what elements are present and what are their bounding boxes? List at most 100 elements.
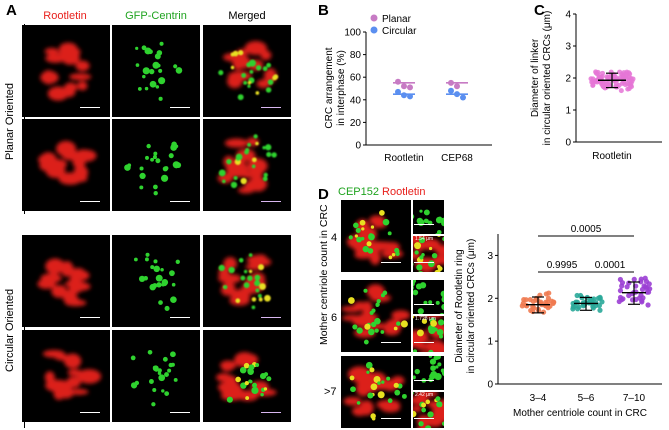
data-point: [605, 75, 611, 81]
x-tick-label: 7–10: [623, 393, 646, 404]
data-point: [576, 304, 582, 310]
scale-bar: [261, 412, 281, 413]
y-tick-label: 1: [565, 106, 571, 117]
data-point: [521, 297, 527, 303]
header-d: CEP152 Rootletin: [338, 186, 425, 198]
data-point: [624, 284, 630, 290]
y-axis-label: Diameter of linkerin circular oriented C…: [530, 11, 553, 146]
legend-marker: [370, 14, 378, 22]
data-point: [641, 283, 647, 289]
micrograph-d-main-1: [341, 200, 411, 272]
data-point: [617, 288, 624, 294]
side-label-d: Mother centriole count in CRC: [318, 204, 330, 345]
data-point: [590, 82, 596, 88]
data-point: [642, 275, 648, 281]
scale-bar: [80, 317, 100, 318]
data-point: [626, 74, 632, 80]
scale-bar: [170, 317, 190, 318]
x-tick-label: Rootletin: [384, 153, 423, 164]
data-point: [540, 309, 547, 315]
scale-bar: [414, 224, 434, 225]
y-tick-label: 60: [350, 73, 362, 84]
legend-label: Circular: [382, 26, 417, 37]
chart-c: 0 1 2 3 4 Rootletin Diameter of linkerin circu…: [530, 10, 662, 162]
inset-measurement: 2.42 μm: [415, 392, 434, 398]
y-tick-label: 0: [565, 138, 571, 149]
data-point: [600, 70, 606, 76]
data-point: [645, 302, 651, 308]
scale-bar: [414, 342, 434, 343]
data-point: [639, 299, 645, 305]
data-point: [401, 83, 407, 90]
y-tick-label: 0: [355, 141, 361, 152]
row-group-planar: Planar Oriented: [4, 82, 16, 160]
y-tick-label: 3: [565, 42, 571, 53]
scale-bar: [414, 418, 434, 419]
data-point: [608, 69, 614, 75]
scale-bar: [414, 262, 434, 263]
y-tick-label: 100: [344, 28, 361, 39]
scale-bar: [381, 262, 401, 263]
chart-d: 0 1 2 3 3–4 5–6 7–10 Mother centriole count in …: [454, 224, 662, 419]
y-tick-label: 40: [350, 95, 362, 106]
y-tick-label: 2: [487, 294, 493, 305]
micrograph-d-inset-merged-1: [413, 236, 444, 272]
data-point: [636, 295, 643, 301]
scale-bar: [381, 342, 401, 343]
chart-b: 0 20 40 60 80 100 Rootletin CEP68 CRC arrangemen…: [324, 14, 492, 164]
scale-bar: [381, 418, 401, 419]
data-point: [621, 70, 627, 76]
micrograph-a-r2-red: [22, 119, 110, 211]
header-gfp-centrin: GFP-Centrin: [125, 10, 187, 22]
data-point: [550, 299, 557, 305]
scale-bar: [261, 317, 281, 318]
p-value-label: 0.0005: [571, 224, 602, 235]
header-rootletin: Rootletin: [43, 10, 87, 22]
scale-bar: [170, 412, 190, 413]
data-point: [448, 87, 454, 94]
row-label-4: 4: [331, 232, 338, 244]
scale-bar: [414, 304, 434, 305]
micrograph-a-r1-green: [112, 25, 200, 117]
data-point: [621, 74, 627, 80]
data-point: [645, 289, 652, 295]
data-point: [395, 78, 401, 85]
scale-bar: [80, 412, 100, 413]
row-group-circular: Circular Oriented: [4, 288, 16, 372]
micrograph-d-main-3: [341, 356, 411, 428]
scale-bar: [80, 107, 100, 108]
legend-marker: [370, 26, 378, 34]
y-axis-label: CRC arrangementin interphase (%): [324, 47, 347, 128]
data-point: [407, 84, 413, 91]
data-point: [630, 76, 636, 82]
micrograph-d-inset-merged-2: [413, 316, 444, 352]
panel-label-d: D: [318, 186, 329, 203]
header-cep152: CEP152: [338, 186, 379, 198]
data-point: [646, 281, 652, 287]
data-point: [594, 71, 600, 77]
y-tick-label: 4: [565, 10, 571, 21]
panel-label-a: A: [6, 2, 17, 19]
panel-label-b: B: [318, 2, 329, 19]
header-rootletin-d: Rootletin: [382, 186, 426, 198]
p-value-label: 0.9995: [547, 260, 578, 271]
micrograph-a-r1-red: [22, 25, 110, 117]
panel-label-c: C: [534, 2, 545, 19]
scale-bar: [170, 201, 190, 202]
inset-measurement: 1.728 μm: [415, 316, 436, 322]
scale-bar: [80, 201, 100, 202]
data-point: [597, 307, 603, 313]
scale-bar: [261, 107, 281, 108]
micrograph-d-inset-green-1: [413, 200, 444, 234]
header-merged: Merged: [228, 10, 266, 22]
data-point: [638, 279, 644, 285]
legend-label: Planar: [382, 14, 412, 25]
data-point: [533, 297, 539, 303]
x-tick-label: Rootletin: [592, 151, 631, 162]
x-axis-label: Mother centriole count in CRC: [513, 408, 647, 419]
data-point: [596, 302, 603, 309]
data-point: [574, 292, 580, 299]
inset-measurement: 1.54 μm: [415, 236, 434, 242]
y-tick-label: 1: [487, 337, 493, 348]
x-tick-label: CEP68: [441, 153, 473, 164]
